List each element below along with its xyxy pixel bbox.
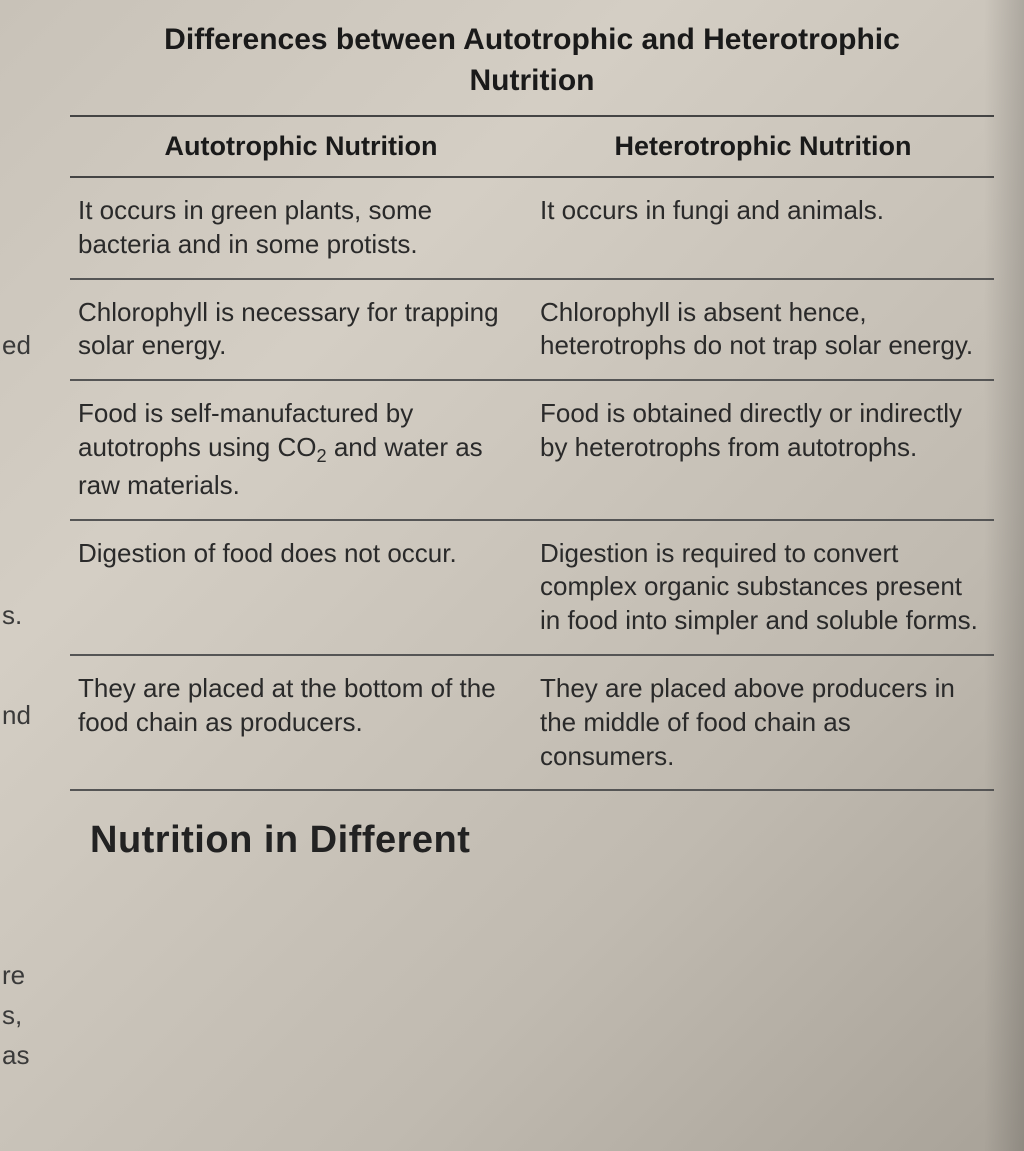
- table-header-row: Autotrophic Nutrition Heterotrophic Nutr…: [70, 116, 994, 177]
- cell-autotrophic: They are placed at the bottom of the foo…: [70, 655, 532, 790]
- edge-fragment: s,: [0, 1000, 50, 1031]
- cell-autotrophic: Chlorophyll is necessary for trapping so…: [70, 279, 532, 381]
- edge-fragment: as: [0, 1040, 50, 1071]
- edge-fragment: s.: [0, 600, 50, 631]
- column-header-heterotrophic: Heterotrophic Nutrition: [532, 116, 994, 177]
- cell-autotrophic: It occurs in green plants, some bacteria…: [70, 177, 532, 279]
- table-row: Digestion of food does not occur. Digest…: [70, 520, 994, 655]
- cell-heterotrophic: Food is obtained directly or indirectly …: [532, 380, 994, 519]
- cell-autotrophic: Food is self-manufactured by autotrophs …: [70, 380, 532, 519]
- page-title: Differences between Autotrophic and Hete…: [70, 20, 994, 101]
- cell-heterotrophic: Digestion is required to convert complex…: [532, 520, 994, 655]
- cell-autotrophic: Digestion of food does not occur.: [70, 520, 532, 655]
- table-row: Chlorophyll is necessary for trapping so…: [70, 279, 994, 381]
- comparison-table: Autotrophic Nutrition Heterotrophic Nutr…: [70, 115, 994, 791]
- edge-fragment: ed: [0, 330, 50, 361]
- cell-heterotrophic: They are placed above producers in the m…: [532, 655, 994, 790]
- edge-fragment: re: [0, 960, 50, 991]
- table-row: Food is self-manufactured by autotrophs …: [70, 380, 994, 519]
- column-header-autotrophic: Autotrophic Nutrition: [70, 116, 532, 177]
- table-row: They are placed at the bottom of the foo…: [70, 655, 994, 790]
- cell-heterotrophic: It occurs in fungi and animals.: [532, 177, 994, 279]
- footer-partial-heading: Nutrition in Different: [70, 819, 994, 862]
- edge-fragment: nd: [0, 700, 50, 731]
- page-container: ed s. nd re s, as Differences between Au…: [0, 0, 1024, 1151]
- table-row: It occurs in green plants, some bacteria…: [70, 177, 994, 279]
- cell-heterotrophic: Chlorophyll is absent hence, heterotroph…: [532, 279, 994, 381]
